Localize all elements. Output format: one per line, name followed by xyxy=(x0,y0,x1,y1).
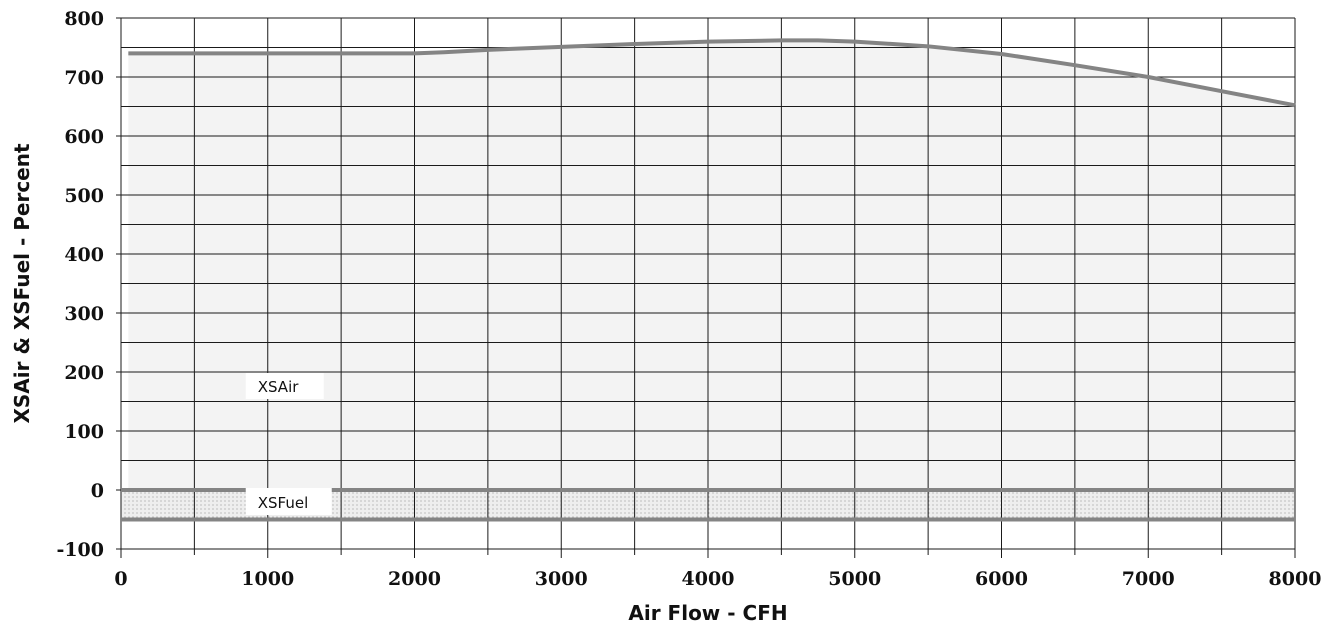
x-tick-label: 6000 xyxy=(975,568,1028,590)
y-tick-label: 200 xyxy=(64,362,104,384)
x-tick-label: 4000 xyxy=(682,568,735,590)
x-tick-label: 8000 xyxy=(1269,568,1322,590)
x-tick-label: 3000 xyxy=(535,568,588,590)
y-axis-title: XSAir & XSFuel - Percent xyxy=(10,143,34,424)
y-tick-label: 800 xyxy=(64,8,104,30)
x-tick-label: 5000 xyxy=(828,568,881,590)
y-tick-label: -100 xyxy=(56,539,104,561)
y-tick-label: 700 xyxy=(64,67,104,89)
y-tick-label: 0 xyxy=(91,480,104,502)
xsfuel-label: XSFuel xyxy=(258,494,309,512)
x-tick-label: 0 xyxy=(114,568,127,590)
xsair-label-bg xyxy=(245,373,324,399)
y-tick-label: 500 xyxy=(64,185,104,207)
x-tick-label: 1000 xyxy=(241,568,294,590)
x-tick-label: 2000 xyxy=(388,568,441,590)
xsfuel-label-bg xyxy=(245,488,332,515)
xsair-label: XSAir xyxy=(258,378,300,396)
xsair-line xyxy=(128,38,1296,108)
x-axis-title: Air Flow - CFH xyxy=(628,601,787,625)
y-tick-label: 300 xyxy=(64,303,104,325)
xsair-area xyxy=(128,40,1295,491)
y-tick-label: 400 xyxy=(64,244,104,266)
y-tick-label: 100 xyxy=(64,421,104,443)
x-tick-label: 7000 xyxy=(1122,568,1175,590)
y-tick-label: 600 xyxy=(64,126,104,148)
